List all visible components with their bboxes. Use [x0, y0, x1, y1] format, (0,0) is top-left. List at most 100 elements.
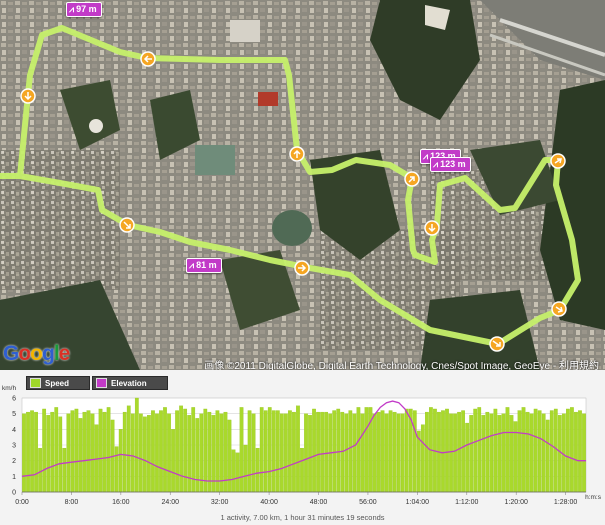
speed-bar — [489, 413, 494, 493]
speed-bar — [344, 413, 349, 493]
speed-bar — [54, 407, 59, 493]
speed-bar — [449, 413, 453, 493]
speed-bar — [155, 413, 159, 493]
speed-bar — [533, 408, 538, 493]
speed-bar — [485, 411, 490, 493]
speed-bar — [521, 407, 526, 493]
x-tick-label: 24:00 — [161, 499, 179, 506]
speed-bar — [384, 413, 389, 493]
speed-bar — [453, 413, 457, 493]
speed-bar — [98, 408, 103, 493]
speed-bar — [396, 413, 401, 493]
elevation-marker[interactable]: ⩘ 97 m — [66, 2, 102, 17]
speed-bar — [284, 413, 288, 493]
speed-bar — [235, 452, 240, 493]
google-logo[interactable]: Google — [3, 342, 70, 365]
speed-bar — [102, 411, 107, 493]
y-tick-label: 2 — [12, 458, 16, 465]
legend-speed[interactable]: Speed — [26, 376, 91, 390]
x-tick-label: 8:00 — [65, 499, 79, 506]
speed-bar — [517, 410, 522, 493]
speed-bar — [477, 407, 482, 493]
speed-bar — [404, 408, 409, 493]
speed-bar — [525, 411, 530, 493]
speed-bar — [271, 410, 276, 493]
speed-bar — [118, 429, 123, 493]
speed-bar — [275, 410, 280, 493]
speed-bar — [469, 415, 474, 493]
speed-bar — [22, 413, 26, 493]
speed-bar — [247, 410, 252, 493]
speed-bar — [130, 413, 135, 493]
mountain-icon: ⩘ — [69, 4, 75, 14]
speed-bar — [348, 410, 353, 493]
elevation-marker[interactable]: ⩘ 123 m — [430, 157, 471, 172]
x-tick-label: 1:28:00 — [554, 499, 577, 506]
x-axis-unit: h:m:s — [585, 494, 601, 501]
speed-bar — [163, 407, 167, 493]
speed-bar — [203, 408, 208, 493]
speed-bar — [34, 411, 38, 493]
direction-arrow — [119, 217, 135, 233]
speed-bar — [126, 405, 131, 493]
speed-bar — [441, 410, 445, 493]
speed-bar — [195, 418, 200, 493]
speed-bar — [392, 411, 397, 493]
speed-swatch — [30, 378, 41, 388]
direction-arrow — [294, 260, 310, 276]
direction-arrow — [424, 220, 440, 236]
speed-bar — [251, 413, 256, 493]
speed-bar — [545, 419, 550, 493]
x-tick-label: 1:04:00 — [406, 499, 429, 506]
speed-bar — [300, 447, 304, 493]
activity-summary: 1 activity, 7.00 km, 1 hour 31 minutes 1… — [220, 513, 385, 522]
x-tick-label: 40:00 — [260, 499, 278, 506]
speed-bar — [38, 447, 42, 493]
speed-bar — [288, 410, 292, 493]
map-view[interactable]: ⩘ 97 m ⩘ 123 m ⩘ 123 m ⩘ 81 m Google 画像 ©201… — [0, 0, 605, 370]
speed-bar — [78, 418, 83, 493]
speed-bar — [420, 424, 425, 493]
y-tick-label: 5 — [12, 411, 16, 418]
chart-legend: Speed Elevation — [26, 376, 168, 390]
speed-bar — [70, 410, 75, 493]
x-tick-label: 16:00 — [112, 499, 130, 506]
speed-bar — [578, 410, 582, 493]
speed-bar — [151, 410, 155, 493]
speed-bar — [570, 407, 574, 493]
speed-bar — [457, 411, 461, 493]
speed-bar — [445, 408, 449, 493]
speed-bar — [26, 411, 30, 493]
map-attribution[interactable]: 画像 ©2011 DigitalGlobe, Digital Earth Tec… — [204, 361, 599, 370]
speed-bar — [582, 413, 586, 493]
elevation-marker[interactable]: ⩘ 81 m — [186, 258, 222, 273]
direction-arrow — [20, 88, 36, 104]
x-tick-label: 32:00 — [211, 499, 229, 506]
speed-bar — [187, 415, 192, 493]
speed-bar — [541, 413, 546, 493]
speed-bar — [493, 408, 498, 493]
speed-bar — [529, 413, 534, 493]
speed-bar — [207, 411, 212, 493]
speed-bar — [138, 413, 143, 493]
speed-bar — [243, 444, 248, 493]
speed-bar — [312, 408, 316, 493]
speed-bar — [505, 407, 510, 493]
speed-bar — [167, 413, 171, 493]
legend-elevation[interactable]: Elevation — [92, 376, 168, 390]
y-tick-label: 3 — [12, 443, 16, 450]
speed-bar — [263, 410, 268, 493]
satellite-map — [0, 0, 605, 370]
speed-bar — [171, 429, 175, 493]
speed-bar — [50, 411, 55, 493]
y-tick-label: 0 — [12, 490, 16, 497]
speed-bar — [509, 415, 514, 493]
speed-bar — [227, 419, 232, 493]
speed-bar — [380, 410, 385, 493]
speed-bar — [336, 408, 341, 493]
speed-bar — [255, 447, 260, 493]
activity-chart: Speed Elevation km/h 0 1 2 3 4 5 6 0:00 8:00 16:0… — [0, 370, 605, 525]
y-tick-label: 1 — [12, 474, 16, 481]
direction-arrow — [289, 146, 305, 162]
speed-elevation-plot: 0 1 2 3 4 5 6 0:00 8:00 16:00 24:00 32:00 40:00 48:00… — [12, 396, 587, 506]
